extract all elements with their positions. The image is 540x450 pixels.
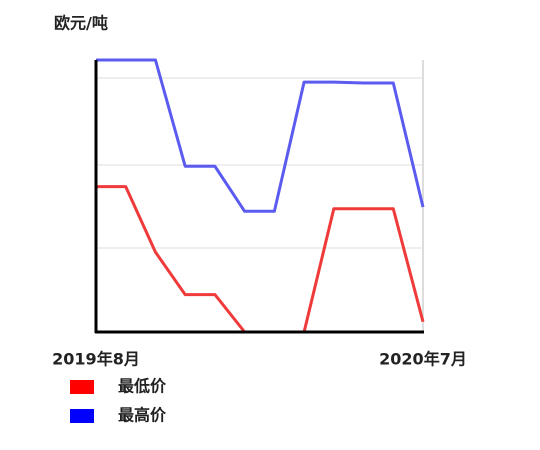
watermark: 搜狐号@中国纸业网资讯 — [356, 424, 521, 442]
legend-label: 最低价 — [118, 377, 167, 396]
y-axis-label: 欧元/吨 — [54, 14, 108, 33]
legend-label: 最高价 — [118, 406, 167, 425]
line-series — [96, 58, 425, 213]
legend-swatch — [70, 380, 94, 394]
legend-swatch — [70, 409, 94, 423]
x-tick-label: 2019年8月 — [52, 350, 140, 369]
line-series — [96, 185, 425, 334]
x-tick-label: 2020年7月 — [379, 350, 467, 369]
